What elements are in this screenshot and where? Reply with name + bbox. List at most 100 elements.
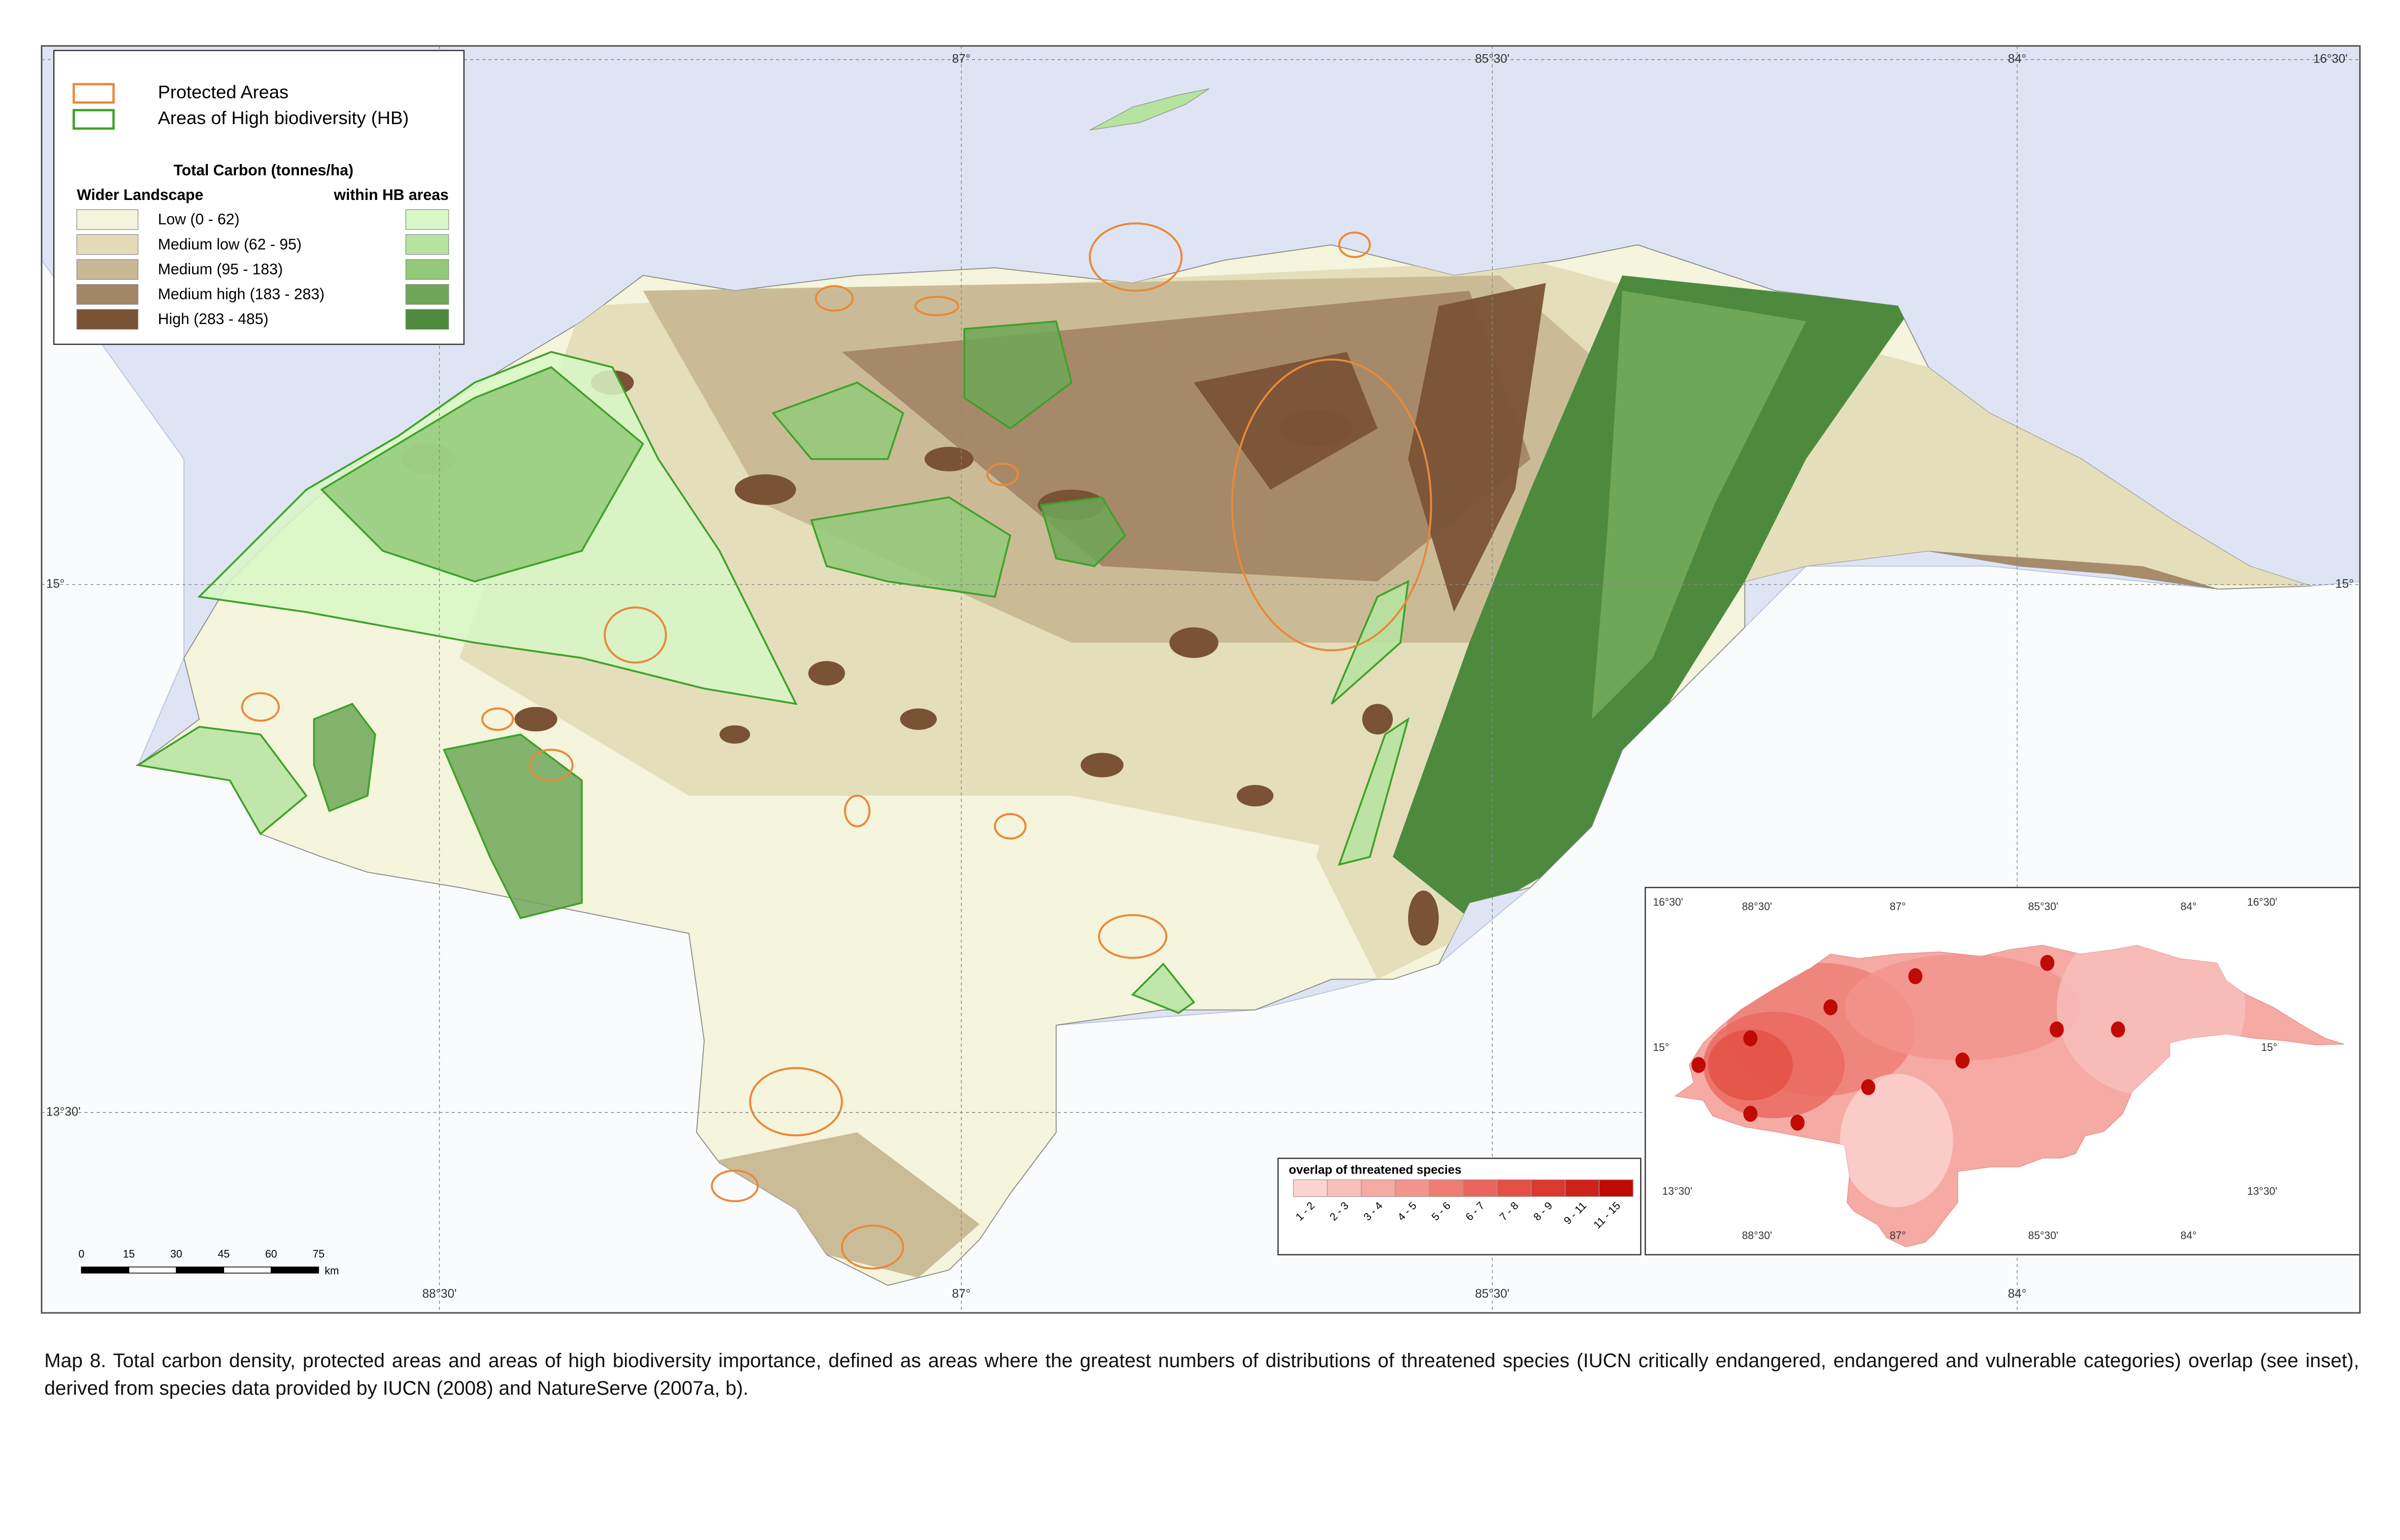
graticule-label: 84° — [2008, 53, 2027, 66]
inset-graticule-label: 16°30' — [2247, 896, 2277, 908]
inset-graticule-label: 15° — [1653, 1041, 1669, 1053]
carbon-zone — [1408, 283, 1546, 612]
inset-hotspot — [2111, 1021, 2125, 1038]
legend-swatch — [76, 259, 138, 280]
inset-graticule-label: 85°30' — [2028, 900, 2058, 913]
graticule-label: 87° — [952, 1287, 971, 1301]
scale-unit: km — [325, 1265, 339, 1277]
legend-swatch — [405, 234, 449, 255]
inset-hotspot — [1823, 999, 1838, 1016]
inset-graticule-label: 13°30' — [2247, 1185, 2277, 1197]
hb-area — [771, 381, 904, 460]
legend-column: Wider Landscape — [77, 186, 203, 203]
graticule-label: 84° — [2008, 1287, 2027, 1301]
high-carbon-patch — [1362, 704, 1393, 735]
graticule-label: 85°30' — [1475, 1287, 1510, 1301]
high-carbon-patch — [924, 447, 974, 471]
protected-area — [603, 606, 667, 664]
hb-area — [963, 320, 1073, 430]
inset-legend-swatch — [1531, 1179, 1566, 1197]
protected-area — [528, 749, 574, 782]
legend-label: Medium high (183 - 283) — [158, 286, 325, 303]
high-carbon-patch — [719, 725, 751, 744]
graticule-label: 88°30' — [422, 1287, 457, 1301]
inset-hotspot — [1691, 1057, 1706, 1073]
inset-legend-swatch — [1497, 1179, 1532, 1197]
inset-graticule-label: 84° — [2180, 1229, 2197, 1242]
legend-label: Medium low (62 - 95) — [158, 235, 302, 253]
legend-label: Low (0 - 62) — [158, 211, 240, 228]
scale-segment — [81, 1266, 130, 1274]
legend-swatch — [405, 209, 449, 230]
inset-hotspot — [2049, 1021, 2064, 1038]
hb-area — [1131, 962, 1195, 1014]
legend-swatch — [405, 309, 449, 330]
inset-legend-swatch — [1565, 1179, 1600, 1197]
protected-area — [1231, 359, 1432, 652]
legend-swatch — [76, 234, 138, 255]
protected-area — [986, 462, 1019, 486]
graticule-label: 16°30' — [2313, 53, 2348, 66]
inset-legend-swatch — [1429, 1179, 1464, 1197]
scale-segment — [223, 1266, 272, 1274]
carbon-zone — [704, 1132, 980, 1278]
legend-subtitle: Total Carbon (tonnes/ha) — [173, 162, 353, 179]
inset-legend-box — [1277, 1157, 1642, 1255]
scale-segment — [270, 1266, 319, 1274]
inset-hotspot — [1955, 1052, 1970, 1069]
graticule-label: 13°30' — [46, 1105, 81, 1118]
high-carbon-patch — [1280, 410, 1353, 447]
scale-label: 75 — [313, 1248, 325, 1260]
graticule-label: 85°30' — [1475, 53, 1510, 66]
inset-hotspot — [1861, 1079, 1875, 1095]
inset-map — [1674, 945, 2344, 1247]
inset-legend-swatch — [1293, 1179, 1328, 1197]
high-carbon-patch — [1408, 890, 1439, 946]
inset-graticule-label: 87° — [1890, 900, 1906, 913]
legend-label: Areas of High biodiversity (HB) — [158, 107, 409, 128]
legend-label: Protected Areas — [158, 81, 289, 102]
inset-overlap — [1691, 945, 2245, 1207]
protected-area — [994, 813, 1027, 840]
legend: Protected Areas Areas of High biodiversit… — [53, 50, 465, 345]
map: 87° 85°30' 84° 88°30' 87° 85°30' 84° 16°30' 15° 1… — [40, 45, 2361, 1314]
inset-graticule-label: 85°30' — [2028, 1229, 2058, 1242]
high-carbon-patch — [1169, 627, 1218, 658]
inset-overlap-zone — [1840, 1074, 1953, 1207]
inset-hotspot — [1908, 968, 1923, 984]
legend-column: within HB areas — [333, 186, 449, 203]
protected-area — [749, 1067, 843, 1137]
inset-hotspot — [1743, 1030, 1758, 1047]
inset-legend-swatch — [1463, 1179, 1498, 1197]
high-carbon-patch — [808, 661, 845, 686]
high-carbon-patch — [1237, 785, 1274, 807]
legend-label: High (283 - 485) — [158, 310, 268, 328]
scale-label: 60 — [265, 1248, 277, 1260]
legend-swatch — [72, 83, 115, 104]
legend-swatch — [76, 309, 138, 330]
protected-area — [1088, 222, 1183, 292]
high-carbon-patch — [1081, 753, 1124, 778]
bay-islands — [1089, 88, 1210, 131]
inset: 88°30' 88°30' 87° 87° 85°30' 85°30' 84° 84° 16°3… — [1277, 886, 2361, 1255]
hb-area — [313, 702, 376, 813]
inset-legend-swatch — [1599, 1179, 1634, 1197]
inset-overlap-zone — [1708, 1029, 1793, 1101]
graticule-label: 87° — [952, 53, 971, 66]
graticule-label: 15° — [2335, 577, 2354, 590]
inset-legend-title: overlap of threatened species — [1289, 1163, 1462, 1177]
hb-area — [320, 366, 644, 583]
scale-label: 0 — [78, 1248, 84, 1260]
protected-area — [1338, 231, 1371, 258]
inset-overlap-zone — [1844, 954, 2080, 1061]
inset-hotspot — [2040, 955, 2055, 971]
inset-graticule-label: 15° — [2261, 1041, 2277, 1053]
high-carbon-patch — [734, 474, 796, 505]
inset-graticule-label: 16°30' — [1653, 896, 1683, 908]
graticule-label: 15° — [46, 577, 65, 590]
inset-hotspot — [1790, 1114, 1805, 1131]
protected-area — [1098, 914, 1168, 959]
inset-graticule-label: 88°30' — [1742, 900, 1772, 913]
protected-area — [711, 1169, 759, 1203]
